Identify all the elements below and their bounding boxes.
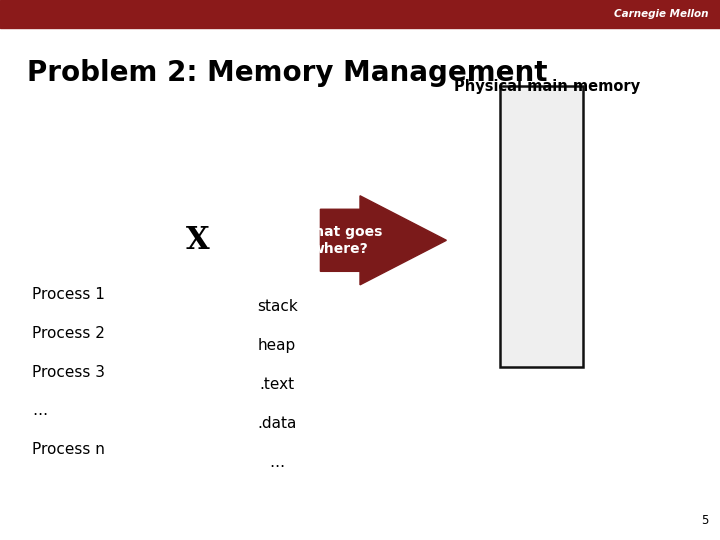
Text: What goes
where?: What goes where? — [299, 225, 382, 256]
Text: Physical main memory: Physical main memory — [454, 79, 640, 94]
Text: …: … — [269, 455, 285, 470]
Text: stack: stack — [257, 299, 297, 314]
Text: Process 2: Process 2 — [32, 326, 105, 341]
Text: Problem 2: Memory Management: Problem 2: Memory Management — [27, 59, 548, 87]
Text: heap: heap — [258, 338, 297, 353]
Polygon shape — [320, 195, 446, 285]
FancyBboxPatch shape — [500, 86, 583, 367]
Text: Process n: Process n — [32, 442, 105, 457]
Text: Process 3: Process 3 — [32, 364, 105, 380]
Text: …: … — [32, 403, 48, 418]
Text: X: X — [186, 225, 210, 256]
Text: 5: 5 — [701, 514, 708, 526]
Text: Carnegie Mellon: Carnegie Mellon — [614, 9, 708, 19]
Text: Process 1: Process 1 — [32, 287, 105, 302]
Bar — [0, 0, 720, 28]
Text: .text: .text — [260, 377, 294, 392]
Text: .data: .data — [258, 416, 297, 431]
